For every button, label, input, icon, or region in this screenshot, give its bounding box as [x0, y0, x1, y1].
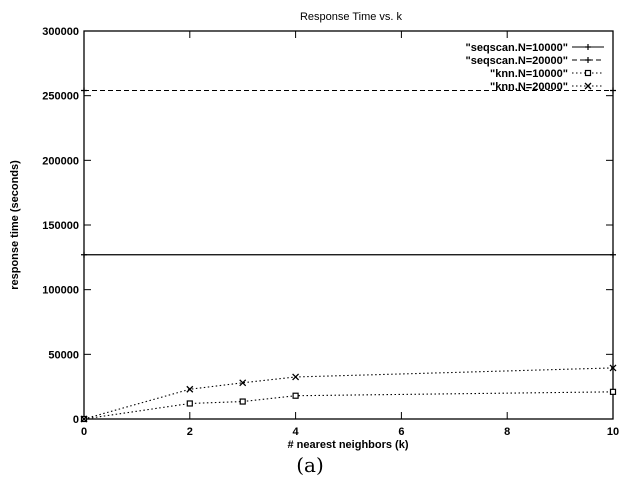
x-tick-label: 4	[293, 426, 300, 438]
point-marker	[239, 398, 246, 405]
legend-label: "seqscan.N=10000"	[466, 42, 568, 54]
point-marker	[610, 251, 616, 258]
x-tick-label: 2	[187, 426, 193, 438]
point-marker	[239, 379, 247, 387]
series-line	[83, 367, 614, 420]
y-tick-label: 150000	[42, 220, 79, 232]
legend-label: "knn.N=20000"	[490, 81, 568, 93]
point-marker	[81, 87, 87, 94]
point-marker	[585, 44, 591, 50]
x-axis: 0 2 4 6 8 10	[81, 31, 619, 438]
y-axis-label: response time (seconds)	[9, 160, 21, 290]
point-marker	[584, 69, 592, 77]
plot-area	[80, 87, 617, 423]
point-marker	[292, 373, 300, 381]
point-marker	[81, 251, 87, 258]
x-tick-label: 8	[504, 426, 510, 438]
point-marker	[610, 87, 616, 94]
x-tick-label: 0	[81, 426, 87, 438]
point-marker	[609, 388, 617, 395]
legend-label: "knn.N=10000"	[490, 68, 568, 80]
chart-title: Response Time vs. k	[300, 11, 403, 23]
series-1	[81, 87, 616, 94]
legend: "seqscan.N=10000""seqscan.N=20000""knn.N…	[466, 42, 604, 93]
point-marker	[609, 364, 617, 372]
y-tick-label: 50000	[48, 349, 79, 361]
y-tick-label: 100000	[42, 285, 79, 297]
figure-caption: (a)	[296, 453, 324, 477]
point-marker	[584, 82, 592, 90]
series-0	[81, 251, 616, 258]
point-marker	[292, 392, 299, 399]
x-tick-label: 10	[607, 426, 619, 438]
y-tick-label: 300000	[42, 26, 79, 38]
y-tick-label: 200000	[42, 155, 79, 167]
x-axis-label: # nearest neighbors (k)	[287, 439, 408, 451]
y-axis: 0 50000 100000 150000 200000 250000 300000	[42, 26, 613, 426]
y-tick-label: 250000	[42, 91, 79, 103]
series-3	[80, 364, 617, 423]
point-marker	[80, 415, 88, 423]
point-marker	[186, 385, 194, 393]
point-marker	[585, 57, 591, 63]
series-line	[83, 391, 614, 420]
series-2	[80, 388, 617, 423]
y-tick-label: 0	[73, 414, 79, 426]
x-tick-label: 6	[398, 426, 404, 438]
point-marker	[186, 400, 193, 407]
legend-label: "seqscan.N=20000"	[466, 55, 568, 67]
